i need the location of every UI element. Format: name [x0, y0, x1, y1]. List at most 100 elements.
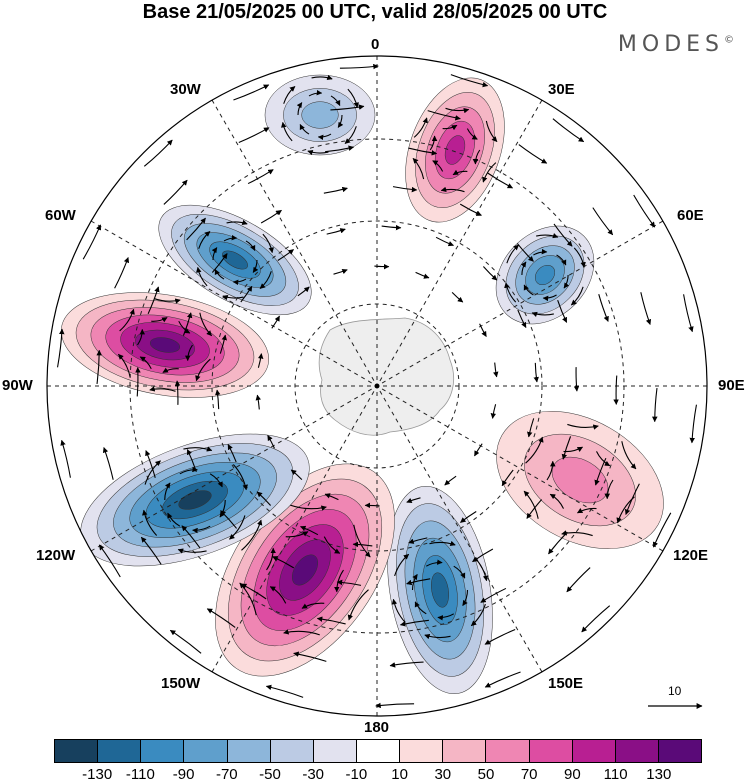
wind-streamline	[232, 278, 247, 286]
wind-streamline	[118, 353, 131, 378]
wind-streamline	[425, 559, 443, 567]
wind-streamline	[394, 553, 410, 577]
colorbar-tick-label: -30	[302, 766, 325, 783]
wind-streamline	[290, 469, 303, 480]
wind-streamline	[482, 162, 497, 183]
wind-streamline	[440, 186, 465, 193]
wind-streamline	[542, 294, 557, 302]
wind-streamline	[374, 263, 390, 270]
wind-streamline	[561, 436, 572, 460]
wind-streamline	[96, 349, 102, 384]
colorbar-tick-label: 130	[646, 766, 672, 783]
wind-streamline	[517, 309, 527, 328]
wind-streamline	[566, 567, 591, 593]
wind-streamline	[548, 531, 568, 555]
wind-streamline	[444, 475, 457, 486]
wind-streamline	[222, 294, 244, 301]
anomaly-contour	[291, 554, 319, 586]
anomaly-contour	[178, 490, 212, 510]
wind-streamline	[556, 254, 567, 266]
colorbar-swatch	[227, 740, 271, 762]
wind-streamline	[182, 312, 193, 336]
wind-streamline	[233, 84, 270, 101]
wind-streamline	[406, 497, 421, 504]
lon-label-120e: 120E	[673, 547, 709, 564]
colorbar-swatch	[55, 740, 99, 762]
colorbar-tick-label: 50	[477, 766, 495, 783]
wind-streamline	[317, 133, 332, 141]
wind-streamline	[229, 515, 246, 540]
lon-label-30w: 30W	[170, 81, 201, 98]
wind-streamline	[285, 531, 309, 538]
wind-streamline	[57, 328, 65, 368]
wind-streamline	[162, 367, 179, 373]
wind-streamline	[211, 247, 218, 261]
wind-streamline	[633, 194, 656, 228]
wind-streamline	[299, 124, 310, 135]
wind-streamline	[429, 135, 438, 151]
wind-streamline	[256, 491, 272, 506]
wind-streamline	[219, 499, 226, 518]
wind-streamline	[323, 186, 348, 194]
wind-streamline	[364, 502, 380, 509]
wind-streamline	[323, 536, 341, 554]
wind-streamline	[570, 286, 584, 306]
wind-streamline	[272, 556, 295, 569]
wind-streamline	[186, 217, 206, 241]
wind-streamline	[144, 460, 161, 485]
wind-streamline	[526, 418, 535, 438]
wind-streamline	[567, 423, 599, 430]
reference-arrow-icon	[648, 703, 703, 709]
wind-streamline	[223, 234, 238, 242]
colorbar-swatch	[98, 740, 142, 762]
wind-streamline	[526, 499, 543, 519]
wind-streamline	[184, 344, 193, 362]
wind-streamline	[525, 436, 544, 464]
wind-streamline	[594, 457, 607, 486]
colorbar-swatch	[400, 740, 444, 762]
wind-streamline	[255, 394, 262, 410]
wind-streamline	[82, 224, 102, 260]
wind-streamline	[652, 388, 658, 423]
wind-streamline	[283, 86, 296, 104]
wind-streamline	[484, 671, 521, 688]
wind-streamline	[573, 247, 586, 268]
wind-streamline	[352, 541, 373, 548]
wind-streamline	[330, 95, 341, 106]
wind-streamline	[406, 578, 431, 586]
wind-streamline	[389, 661, 424, 668]
wind-streamline	[408, 537, 428, 544]
wind-streamline	[531, 311, 554, 317]
brand-text: MODES	[617, 32, 724, 57]
wind-streamline	[432, 160, 444, 172]
wind-streamline	[169, 629, 202, 654]
wind-streamline	[459, 203, 482, 216]
wind-streamline	[344, 126, 357, 144]
wind-streamline	[211, 253, 228, 273]
wind-streamline	[307, 149, 329, 156]
wind-streamline	[143, 139, 173, 167]
south-pole-dot	[374, 383, 380, 389]
wind-streamline	[137, 328, 146, 346]
reference-vector-label: 10	[668, 684, 682, 698]
colorbar-tick-label: -10	[345, 766, 368, 783]
colorbar-swatch	[443, 740, 487, 762]
wind-streamline	[227, 444, 237, 463]
wind-streamline	[353, 524, 371, 558]
wind-streamline	[523, 284, 534, 296]
wind-streamline	[311, 74, 333, 81]
wind-streamline	[487, 172, 514, 189]
colorbar	[54, 739, 702, 763]
wind-streamline	[219, 334, 228, 354]
brand-mark: ©	[724, 34, 734, 46]
wind-streamline	[326, 228, 346, 235]
colorbar-tick-label: -110	[125, 766, 155, 783]
wind-streamline	[563, 446, 583, 453]
wind-streamline	[114, 257, 130, 289]
wind-streamline	[577, 507, 597, 514]
wind-streamline	[490, 404, 497, 419]
anomaly-contour	[301, 101, 339, 129]
colorbar-swatch	[486, 740, 530, 762]
wind-streamline	[445, 107, 470, 114]
wind-streamline	[429, 540, 456, 547]
